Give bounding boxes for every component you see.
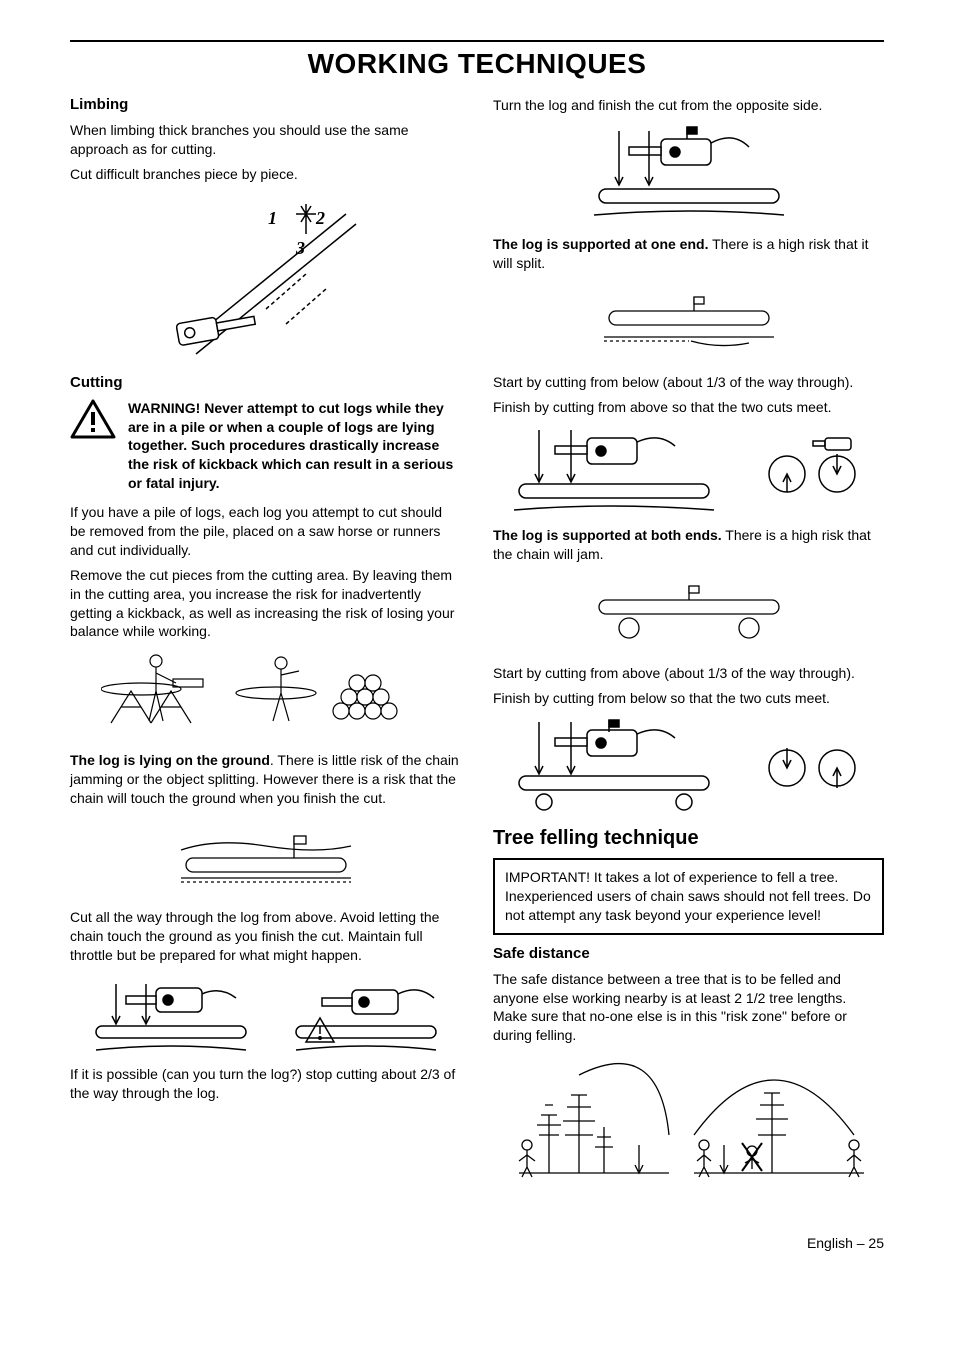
figure-limbing: 1 2 3 [70,194,461,364]
figure-log-ground [70,818,461,898]
text: Cut all the way through the log from abo… [70,908,461,965]
bold-run: The log is supported at both ends. [493,527,722,543]
text: The safe distance between a tree that is… [493,970,884,1046]
text: The log is lying on the ground. There is… [70,751,461,808]
text: The log is supported at both ends. There… [493,526,884,564]
warning-icon [70,399,116,444]
text: Finish by cutting from above so that the… [493,398,884,417]
warning-text: WARNING! Never attempt to cut logs while… [128,399,461,493]
page-title: WORKING TECHNIQUES [70,48,884,80]
figure-two-cuts [493,426,884,516]
heading-cutting: Cutting [70,374,461,391]
figure-both-ends [493,574,884,654]
text: Cut difficult branches piece by piece. [70,165,461,184]
important-box: IMPORTANT! It takes a lot of experience … [493,858,884,935]
heading-safe-distance: Safe distance [493,945,884,962]
text: If it is possible (can you turn the log?… [70,1065,461,1103]
figure-sawhorse [70,651,461,741]
text: Start by cutting from above (about 1/3 o… [493,664,884,683]
figure-safe-distance [493,1055,884,1185]
svg-text:1: 1 [268,208,277,228]
bold-run: The log is supported at one end. [493,236,708,252]
svg-text:2: 2 [315,208,325,228]
text: Start by cutting from below (about 1/3 o… [493,373,884,392]
text: If you have a pile of logs, each log you… [70,503,461,560]
text: Turn the log and finish the cut from the… [493,96,884,115]
svg-text:3: 3 [295,238,305,258]
page-footer: English – 25 [70,1235,884,1251]
figure-two-cuts-2 [493,718,884,813]
heading-limbing: Limbing [70,96,461,113]
figure-turn-log [493,125,884,225]
heading-tree-felling: Tree felling technique [493,827,884,850]
text: Remove the cut pieces from the cutting a… [70,566,461,642]
text: Finish by cutting from below so that the… [493,689,884,708]
text: When limbing thick branches you should u… [70,121,461,159]
figure-one-end [493,283,884,363]
figure-saw-group [70,975,461,1055]
bold-run: The log is lying on the ground [70,752,270,768]
text: The log is supported at one end. There i… [493,235,884,273]
